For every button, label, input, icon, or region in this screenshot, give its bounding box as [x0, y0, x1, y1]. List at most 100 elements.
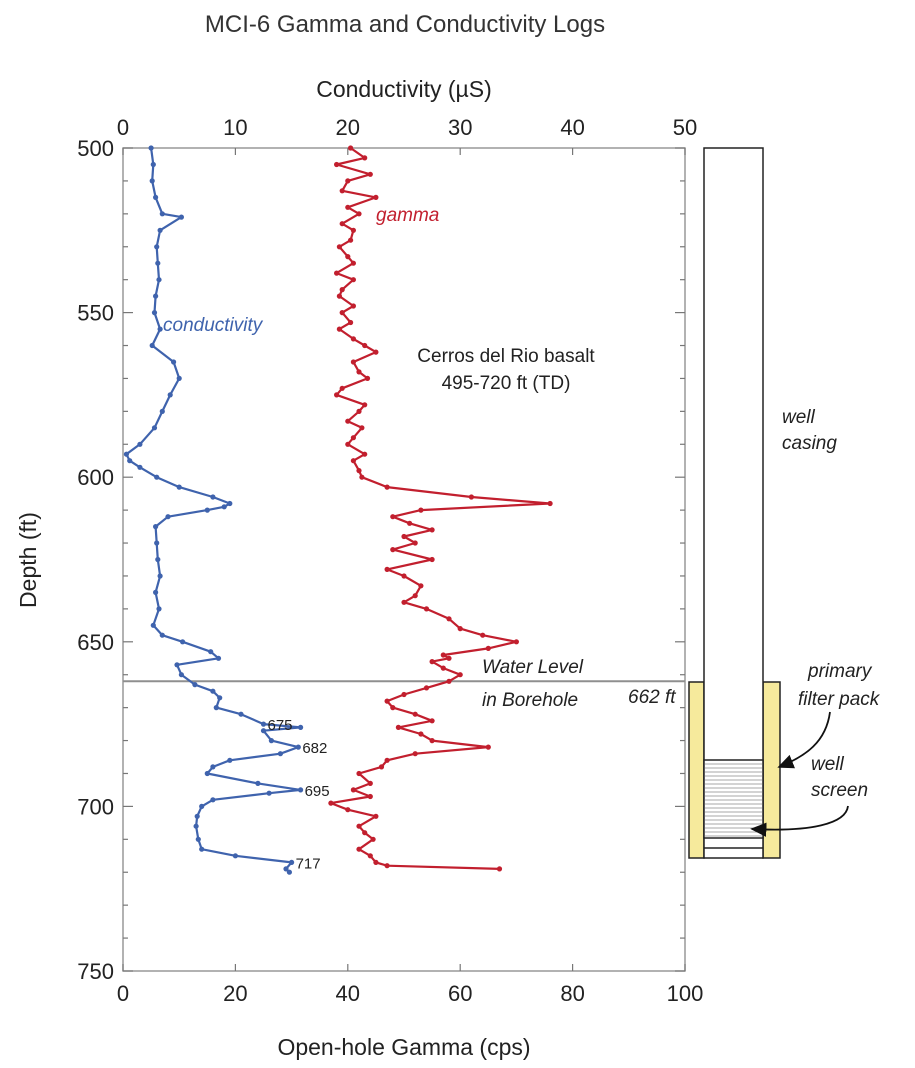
- gamma-point: [429, 556, 435, 563]
- plot-frame: [122, 147, 686, 972]
- bottom-axis-ticks: 0 20 40 60 80 100: [117, 964, 703, 1006]
- conductivity-point: [232, 853, 238, 859]
- depth-labels: 675 682 695 717: [268, 717, 330, 872]
- gamma-point: [345, 441, 351, 447]
- filter-pack-left: [688, 681, 705, 859]
- gamma-point: [348, 319, 354, 326]
- conductivity-point: [153, 293, 159, 299]
- y-tick-label: 700: [77, 794, 114, 819]
- gamma-point: [384, 698, 390, 704]
- gamma-point: [384, 484, 390, 490]
- conductivity-point: [266, 790, 272, 796]
- gamma-point: [373, 813, 379, 819]
- conductivity-point: [137, 464, 143, 470]
- gamma-point: [367, 853, 373, 859]
- gamma-point: [429, 718, 435, 724]
- conductivity-point: [156, 606, 162, 612]
- conductivity-point: [238, 711, 244, 717]
- y-tick-label: 650: [77, 630, 114, 655]
- conductivity-point: [199, 803, 205, 810]
- gamma-point: [356, 408, 362, 414]
- filter-pack-arrow: [777, 711, 831, 769]
- gamma-point: [350, 787, 356, 793]
- gamma-point: [350, 336, 356, 342]
- gamma-point: [362, 155, 368, 161]
- gamma-point: [440, 665, 446, 671]
- conductivity-point: [159, 211, 165, 217]
- conductivity-point: [195, 836, 201, 842]
- conductivity-point: [298, 724, 304, 731]
- conductivity-point: [151, 425, 158, 431]
- gamma-point: [345, 178, 351, 184]
- gamma-point: [336, 326, 342, 332]
- gamma-point: [367, 780, 373, 787]
- conductivity-point: [221, 504, 227, 510]
- gamma-point: [350, 435, 356, 441]
- y-axis-ticks: 500 550 600 650 700 750: [77, 136, 685, 984]
- conductivity-point: [157, 573, 163, 579]
- conductivity-point: [176, 375, 182, 381]
- gamma-point: [359, 425, 365, 431]
- gamma-point: [457, 626, 463, 632]
- bottom-tick-label: 20: [223, 981, 247, 1006]
- gamma-point: [356, 468, 362, 474]
- gamma-point: [446, 616, 452, 622]
- conductivity-point: [157, 227, 163, 233]
- gamma-point: [334, 392, 340, 398]
- depth-label: 695: [305, 783, 330, 800]
- gamma-point: [384, 566, 390, 573]
- gamma-point: [373, 859, 379, 866]
- gamma-point: [440, 652, 446, 658]
- well-casing: [703, 147, 764, 859]
- chart-title: MCI-6 Gamma and Conductivity Logs: [205, 11, 605, 38]
- conductivity-point: [208, 649, 214, 655]
- gamma-point: [384, 863, 390, 869]
- gamma-point: [356, 823, 362, 829]
- gamma-line: [329, 147, 552, 870]
- gamma-point: [384, 757, 390, 763]
- gamma-point: [412, 711, 418, 717]
- top-tick-label: 30: [448, 115, 472, 140]
- gamma-point: [418, 731, 424, 737]
- gamma-point: [547, 500, 553, 507]
- gamma-point: [348, 145, 354, 151]
- filter-pack-label-line1: primary: [807, 661, 873, 682]
- gamma-point: [362, 830, 368, 836]
- conductivity-point: [150, 622, 156, 628]
- gamma-point: [412, 540, 418, 546]
- gamma-point: [345, 254, 351, 260]
- conductivity-point: [155, 556, 161, 563]
- conductivity-point: [178, 672, 184, 678]
- conductivity-point: [210, 797, 216, 803]
- conductivity-point: [149, 178, 155, 184]
- gamma-point: [339, 287, 345, 293]
- top-tick-label: 40: [560, 115, 584, 140]
- gamma-point: [356, 846, 362, 852]
- gamma-point: [350, 277, 356, 283]
- conductivity-point: [157, 326, 163, 332]
- conductivity-point: [227, 757, 233, 763]
- series-layer: [123, 145, 553, 875]
- gamma-point: [390, 547, 396, 553]
- conductivity-point: [295, 744, 301, 750]
- conductivity-point: [123, 451, 129, 457]
- water-level-depth: 662 ft: [628, 687, 676, 708]
- conductivity-point: [156, 277, 162, 283]
- gamma-point: [350, 260, 356, 266]
- gamma-point: [348, 237, 354, 243]
- bottom-tick-label: 40: [336, 981, 360, 1006]
- gamma-point: [485, 744, 491, 750]
- conductivity-point: [210, 494, 216, 500]
- conductivity-point: [137, 441, 143, 447]
- gamma-point: [339, 310, 345, 316]
- gamma-point: [339, 385, 345, 391]
- gamma-point: [362, 342, 368, 349]
- conductivity-point: [213, 705, 219, 711]
- conductivity-point: [286, 869, 292, 875]
- bottom-axis-label: Open-hole Gamma (cps): [277, 1034, 530, 1060]
- gamma-point: [395, 724, 401, 731]
- conductivity-line: [125, 147, 302, 873]
- series-gamma: [328, 145, 553, 872]
- conductivity-point: [171, 359, 177, 365]
- gamma-point: [423, 685, 430, 691]
